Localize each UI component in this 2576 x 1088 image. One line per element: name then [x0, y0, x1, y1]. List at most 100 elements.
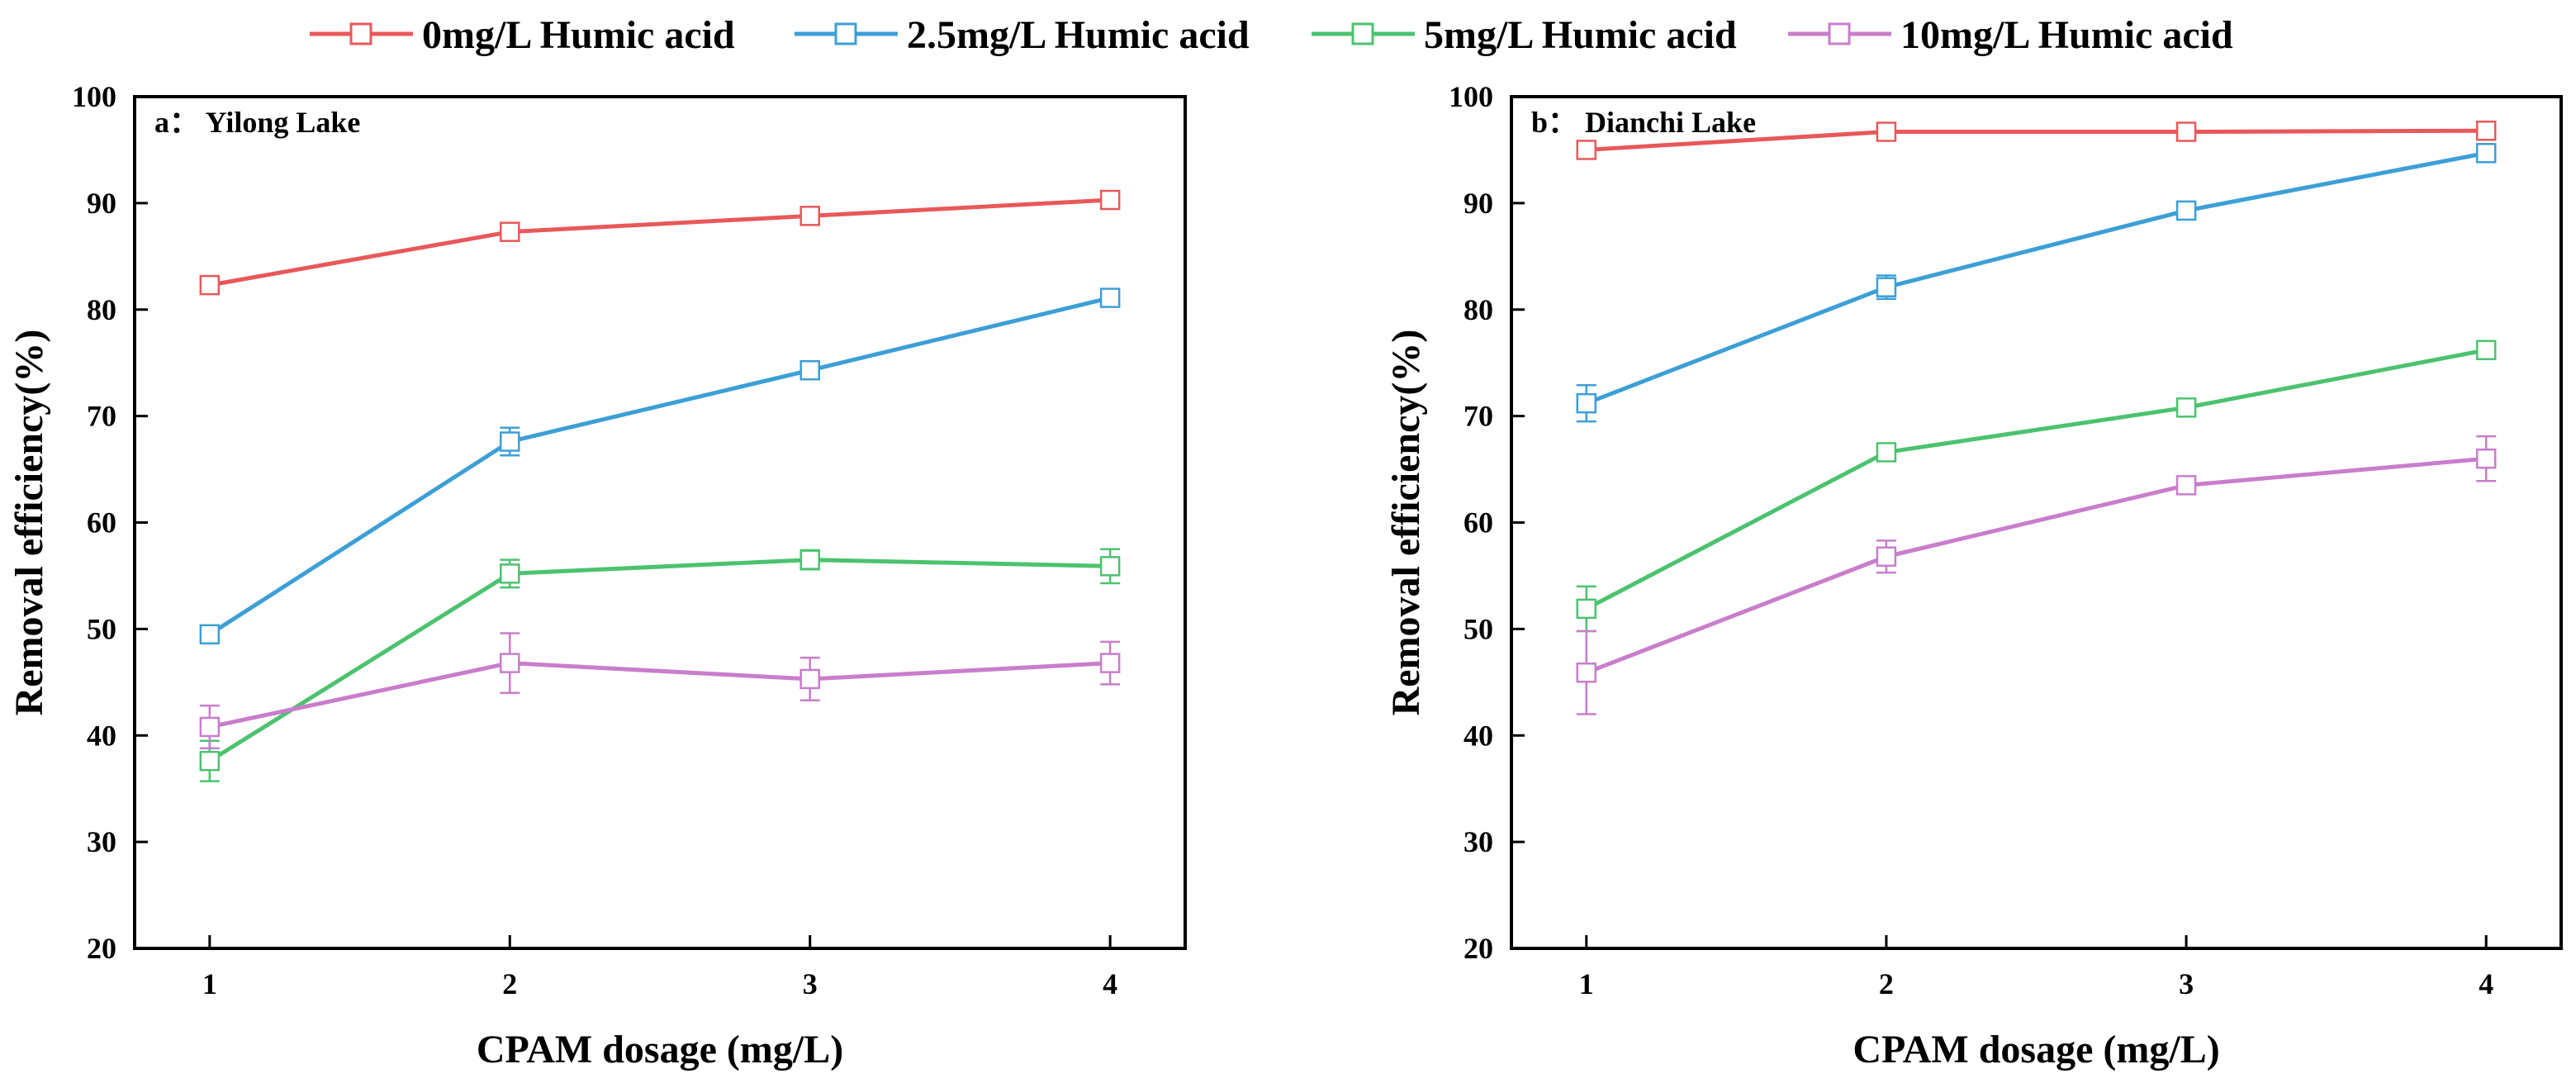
legend-marker: [834, 22, 857, 45]
series-line: [209, 661, 1111, 729]
x-tick-labels: 1 2 3 4: [202, 967, 1117, 1000]
y-tick-label: 100: [1449, 80, 1493, 113]
legend-label: 2.5mg/L Humic acid: [907, 13, 1250, 57]
legend-entry-3: 10mg/L Humic acid: [1788, 13, 2233, 57]
y-tick-label: 70: [1464, 400, 1493, 433]
tick-marks: [1511, 95, 2488, 950]
series-line: [208, 296, 1111, 636]
legend-label: 0mg/L Humic acid: [422, 13, 735, 57]
data-point: [199, 750, 221, 772]
data-point: [799, 668, 820, 690]
series-0: [1576, 120, 2497, 160]
y-tick-label: 40: [1464, 719, 1493, 752]
data-point: [2475, 143, 2497, 164]
data-point: [500, 653, 520, 673]
legend-entry-1: 2.5mg/L Humic acid: [795, 13, 1250, 57]
x-axis-label: CPAM dosage (mg/L): [1853, 1028, 2219, 1071]
y-tick-label: 20: [87, 932, 116, 965]
data-point: [1876, 442, 1897, 463]
x-tick-label: 1: [202, 967, 217, 1000]
data-point: [1576, 140, 1597, 160]
y-tick-label: 30: [87, 825, 116, 858]
series-1: [1576, 143, 2497, 423]
x-tick-label: 4: [2479, 967, 2493, 1000]
y-tick-label: 50: [87, 612, 116, 645]
y-axis-label: Removal efficiency(%): [1384, 330, 1428, 716]
data-point: [199, 624, 221, 645]
legend-label: 5mg/L Humic acid: [1424, 13, 1737, 57]
legend-label: 10mg/L Humic acid: [1900, 13, 2233, 57]
data-point: [1099, 287, 1121, 308]
data-point: [1876, 121, 1897, 142]
data-point: [1876, 277, 1897, 297]
y-tick-label: 100: [72, 80, 116, 113]
data-point: [2475, 340, 2497, 360]
data-point: [799, 359, 820, 381]
data-point: [799, 206, 820, 226]
legend-entry-2: 5mg/L Humic acid: [1312, 13, 1737, 57]
data-point: [2475, 448, 2497, 469]
y-tick-label: 80: [87, 293, 116, 326]
y-tick-label: 90: [1464, 187, 1493, 220]
y-tick-labels: 20 30 40 50 60 70 80 90 100: [1449, 80, 1493, 965]
y-tick-label: 30: [1464, 825, 1493, 858]
data-point: [799, 549, 820, 570]
data-point: [500, 221, 520, 242]
data-point: [500, 563, 520, 584]
legend-entry-0: 0mg/L Humic acid: [310, 13, 735, 57]
x-tick-label: 1: [1579, 967, 1594, 1000]
data-point: [1576, 598, 1597, 620]
series-1: [199, 287, 1121, 645]
y-tick-label: 70: [87, 400, 116, 433]
y-tick-label: 60: [1464, 506, 1493, 539]
panel-label: a： Yilong Lake: [154, 106, 360, 139]
x-tick-label: 3: [803, 967, 818, 1000]
data-point: [2175, 200, 2197, 221]
data-point: [1576, 392, 1597, 414]
x-tick-label: 2: [502, 967, 517, 1000]
data-point: [1576, 662, 1597, 683]
plot-area: [199, 189, 1121, 782]
x-tick-labels: 1 2 3 4: [1579, 967, 2493, 1000]
data-point: [2175, 475, 2197, 496]
y-tick-label: 80: [1464, 293, 1493, 326]
series-line: [1585, 150, 2487, 406]
data-point: [1876, 546, 1897, 567]
y-tick-label: 50: [1464, 612, 1493, 645]
x-axis-label: CPAM dosage (mg/L): [477, 1028, 843, 1071]
x-tick-label: 2: [1879, 967, 1894, 1000]
legend-marker: [349, 22, 372, 45]
y-tick-labels: 20 30 40 50 60 70 80 90 100: [72, 80, 116, 965]
series-3: [199, 632, 1121, 749]
series-line: [1585, 456, 2487, 675]
y-tick-label: 20: [1464, 932, 1493, 965]
data-point: [2475, 120, 2497, 141]
legend-marker: [1828, 22, 1851, 45]
legend-marker: [1351, 22, 1374, 45]
series-2: [1576, 340, 2497, 633]
data-point: [199, 274, 221, 296]
y-tick-label: 90: [87, 187, 116, 220]
data-point: [2175, 397, 2197, 418]
data-point: [199, 716, 221, 738]
data-point: [500, 431, 520, 452]
series-line: [208, 558, 1111, 763]
plot-frame: [133, 95, 1187, 950]
data-point: [1099, 556, 1121, 577]
series-line: [1585, 348, 2487, 611]
panel-label: b： Dianchi Lake: [1531, 106, 1756, 139]
legend: 0mg/L Humic acid 2.5mg/L Humic acid 5mg/…: [310, 13, 2233, 57]
plot-area: [1576, 120, 2497, 715]
data-point: [1099, 653, 1121, 673]
series-3: [1576, 435, 2497, 715]
x-tick-label: 3: [2179, 967, 2194, 1000]
y-tick-label: 60: [87, 506, 116, 539]
y-axis-label: Removal efficiency(%): [7, 330, 51, 716]
series-0: [199, 189, 1121, 296]
x-tick-label: 4: [1103, 967, 1117, 1000]
data-point: [1099, 189, 1121, 211]
series-2: [199, 548, 1121, 782]
data-point: [2175, 121, 2197, 142]
y-tick-label: 40: [87, 719, 116, 752]
